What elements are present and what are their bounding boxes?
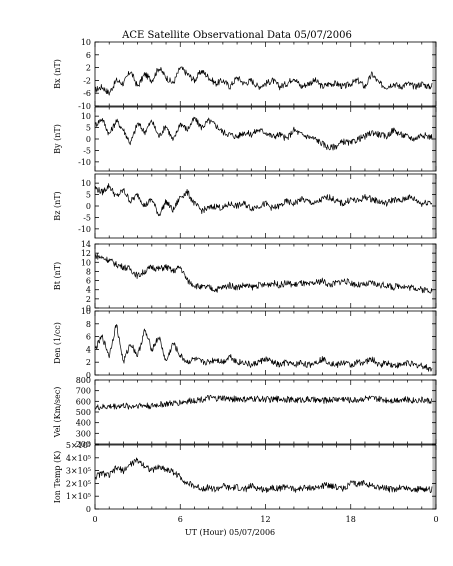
y-tick-label: 0	[86, 505, 91, 514]
y-axis-label: By (nT)	[53, 124, 62, 154]
y-tick-label: 0	[86, 202, 91, 211]
y-tick-label: 5	[86, 124, 91, 133]
y-tick-label: 200	[76, 440, 91, 449]
y-tick-label: -10	[78, 225, 91, 234]
y-tick-label: 6	[86, 51, 91, 60]
x-tick-label: 12	[260, 515, 270, 524]
y-tick-label: -2	[83, 76, 91, 85]
y-tick-label: 4×10⁵	[66, 454, 91, 463]
panel-7: 5×10⁵ 4×10⁵ 3×10⁵ 2×10⁵ 1×10⁵ 0 Ion Temp (K)	[53, 441, 437, 514]
y-tick-label: 2×10⁵	[66, 479, 91, 488]
y-axis-label: Bz (nT)	[53, 191, 62, 220]
series-trace	[94, 183, 433, 217]
data-gap	[432, 311, 436, 375]
y-tick-label: -6	[83, 89, 91, 98]
y-tick-label: 12	[81, 249, 91, 258]
panel-frame	[94, 310, 437, 376]
y-tick-label: 5×10⁵	[66, 441, 91, 450]
y-tick-label: 10	[81, 179, 91, 188]
chart-title: ACE Satellite Observational Data 05/07/2…	[121, 30, 352, 41]
y-tick-label: -5	[83, 146, 91, 155]
y-tick-label: 0	[86, 135, 91, 144]
series-trace	[94, 66, 433, 96]
y-tick-label: 10	[81, 307, 91, 316]
y-tick-label: 14	[81, 240, 91, 249]
y-axis-label: Vel (Km/sec)	[53, 387, 62, 439]
x-tick-label: 0	[92, 515, 97, 524]
y-tick-label: 2	[86, 358, 91, 367]
panel-frame	[94, 106, 437, 172]
panel-2: 10 5 0 -5 -10 By (nT)	[53, 106, 437, 172]
series-trace	[94, 324, 433, 372]
y-tick-label: 10	[81, 38, 91, 47]
y-tick-label: -10	[78, 158, 91, 167]
data-gap	[432, 445, 436, 509]
series-trace	[94, 394, 432, 411]
y-axis-label: Den (1/cc)	[53, 322, 62, 364]
x-tick-label: 6	[178, 515, 183, 524]
y-tick-label: 10	[81, 258, 91, 267]
y-tick-label: 8	[86, 320, 91, 329]
panel-frame	[94, 444, 437, 510]
y-tick-label: 500	[76, 408, 91, 417]
y-tick-label: -10	[78, 102, 91, 111]
y-tick-label: 6	[86, 277, 91, 286]
panels: 10 6 2 -2 -6 -10 Bx (nT) 10 5 0 -5 -10 By (nT) 10 5 0 -5…	[53, 38, 437, 514]
panel-3: 10 5 0 -5 -10 Bz (nT)	[53, 173, 437, 239]
y-tick-label: 0	[86, 371, 91, 380]
y-tick-label: 4	[86, 345, 91, 354]
y-tick-label: 10	[81, 112, 91, 121]
series-trace	[94, 253, 433, 294]
y-tick-label: 300	[76, 429, 91, 438]
y-axis-label: Bx (nT)	[53, 59, 62, 89]
panel-frame	[94, 41, 437, 107]
y-axis-label: Bt (nT)	[53, 262, 62, 290]
y-tick-label: 1×10⁵	[66, 492, 91, 501]
y-tick-label: 400	[76, 419, 91, 428]
y-tick-label: 3×10⁵	[66, 467, 91, 476]
y-tick-label: 800	[76, 376, 91, 385]
y-tick-label: 700	[76, 387, 91, 396]
y-axis-label: Ion Temp (K)	[53, 451, 62, 504]
x-axis: 0 6 12 18 0	[92, 515, 438, 524]
series-trace	[94, 116, 433, 151]
panel-frame	[94, 243, 437, 309]
y-tick-label: 2	[86, 295, 91, 304]
y-tick-label: 2	[86, 64, 91, 73]
data-gap	[432, 244, 436, 308]
x-tick-label: 18	[346, 515, 356, 524]
y-tick-label: 5	[86, 191, 91, 200]
data-gap	[432, 42, 436, 106]
panel-frame	[94, 379, 437, 445]
y-tick-label: 4	[86, 286, 91, 295]
series-trace	[94, 457, 433, 493]
x-tick-label: 0	[433, 515, 438, 524]
x-axis-label: UT (Hour) 05/07/2006	[185, 528, 275, 537]
y-tick-label: 600	[76, 397, 91, 406]
panel-5: 10 8 6 4 2 0 Den (1/cc)	[53, 307, 437, 380]
y-tick-label: 6	[86, 333, 91, 342]
y-tick-label: -5	[83, 213, 91, 222]
y-tick-label: 0	[86, 304, 91, 313]
y-tick-label: 8	[86, 267, 91, 276]
panel-1: 10 6 2 -2 -6 -10 Bx (nT)	[53, 38, 437, 111]
